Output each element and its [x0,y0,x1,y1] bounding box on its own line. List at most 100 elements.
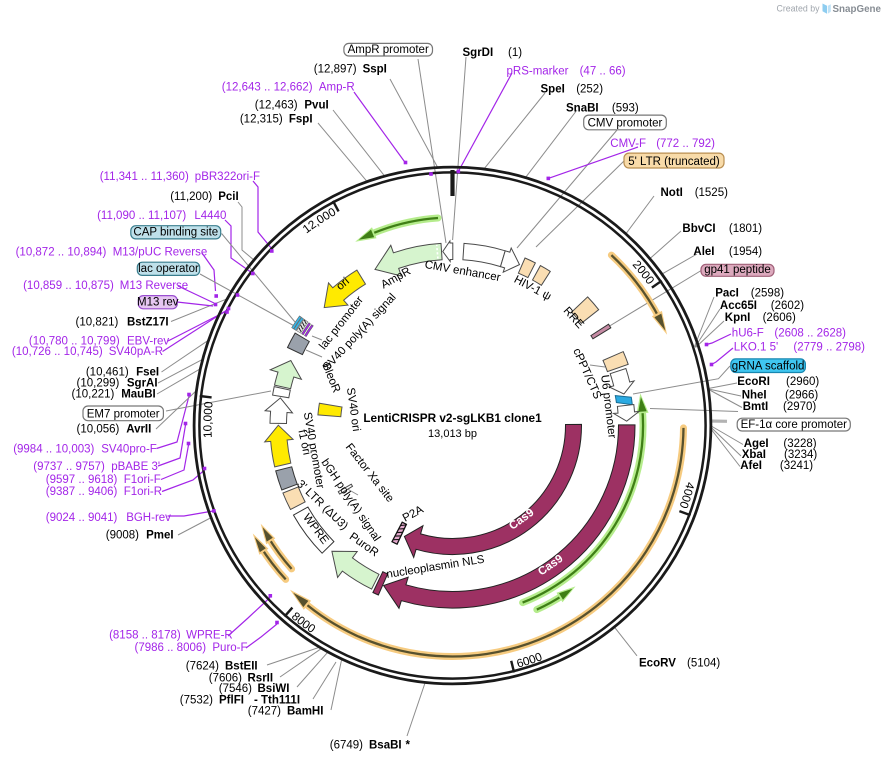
svg-text:(11,090 .. 11,107): (11,090 .. 11,107) [97,210,186,222]
svg-text:5' LTR (truncated): 5' LTR (truncated) [628,156,720,168]
svg-text:AvrII: AvrII [126,424,151,436]
svg-text:(2602): (2602) [771,300,804,312]
svg-text:L4440: L4440 [194,210,226,222]
svg-text:CMV-F: CMV-F [610,138,646,150]
svg-text:NheI: NheI [742,389,767,401]
svg-text:(10,056): (10,056) [77,424,120,436]
svg-text:(47 .. 66): (47 .. 66) [580,66,626,78]
svg-text:13,013 bp: 13,013 bp [428,428,477,440]
svg-text:(12,463): (12,463) [255,100,298,112]
svg-text:(2966): (2966) [785,389,818,401]
svg-text:lac operator: lac operator [138,263,199,275]
svg-text:(7546): (7546) [219,683,252,695]
svg-text:SspI: SspI [363,64,387,76]
svg-text:NotI: NotI [661,187,683,199]
svg-text:(7624): (7624) [186,661,219,673]
svg-text:(9984 .. 10,003): (9984 .. 10,003) [13,444,94,456]
svg-text:(11,200): (11,200) [170,191,212,203]
svg-text:WPRE-R: WPRE-R [186,630,233,642]
svg-text:(2606): (2606) [763,312,796,324]
svg-text:F1ori-F: F1ori-F [124,474,161,486]
svg-text:Created by: Created by [776,4,820,14]
svg-text:EM7 promoter: EM7 promoter [87,409,160,421]
svg-text:EcoRI: EcoRI [737,376,770,388]
svg-text:(1): (1) [508,47,522,59]
svg-text:(12,643 .. 12,662): (12,643 .. 12,662) [222,81,313,93]
svg-text:gp41 peptide: gp41 peptide [704,264,771,276]
svg-text:AmpR promoter: AmpR promoter [348,44,429,56]
svg-text:(10,726 .. 10,745): (10,726 .. 10,745) [12,346,103,358]
svg-text:*: * [406,740,411,752]
svg-text:pRS-marker: pRS-marker [507,66,569,78]
svg-text:(2779 .. 2798): (2779 .. 2798) [793,342,865,354]
svg-text:(1954): (1954) [729,246,762,258]
svg-text:Amp-R: Amp-R [319,81,355,93]
svg-text:AleI: AleI [693,246,714,258]
svg-text:(10,221): (10,221) [72,389,115,401]
svg-text:pBR322ori-F: pBR322ori-F [195,171,260,183]
svg-text:(9597 .. 9618): (9597 .. 9618) [46,474,118,486]
svg-text:hU6-F: hU6-F [732,328,764,340]
svg-text:(772 .. 792): (772 .. 792) [656,138,715,150]
svg-text:Acc65I: Acc65I [720,300,757,312]
svg-text:MauBI: MauBI [121,389,156,401]
svg-text:BstEII: BstEII [225,661,258,673]
svg-text:PmeI: PmeI [146,530,174,542]
svg-text:BGH-rev: BGH-rev [126,512,171,524]
svg-text:(2598): (2598) [751,288,784,300]
svg-text:PflFI: PflFI [219,695,244,707]
svg-text:F1ori-R: F1ori-R [124,486,162,498]
svg-text:(7427): (7427) [248,706,281,718]
svg-text:AgeI: AgeI [744,438,769,450]
svg-text:(10,859 .. 10,875): (10,859 .. 10,875) [23,280,114,292]
svg-text:(252): (252) [576,83,603,95]
svg-text:BbvCI: BbvCI [682,223,715,235]
svg-text:(8158 .. 8178): (8158 .. 8178) [109,630,181,642]
svg-text:BamHI: BamHI [287,706,323,718]
svg-text:BsiWI: BsiWI [258,683,290,695]
svg-text:SV40pA-R: SV40pA-R [109,346,163,358]
svg-text:(3228): (3228) [783,438,816,450]
svg-text:BstZ17I: BstZ17I [127,316,169,328]
svg-text:BmtI: BmtI [743,401,769,413]
svg-text:(7532): (7532) [180,695,213,707]
svg-text:(9024 .. 9041): (9024 .. 9041) [46,512,118,524]
svg-text:(2970): (2970) [783,401,816,413]
svg-text:BsaBI: BsaBI [369,740,402,752]
svg-text:SnapGene: SnapGene [833,4,881,15]
svg-text:(593): (593) [612,102,639,114]
svg-text:(12,897): (12,897) [314,64,357,76]
svg-text:FspI: FspI [289,113,313,125]
svg-text:AfeI: AfeI [740,460,762,472]
svg-text:M13 rev: M13 rev [137,297,179,309]
svg-text:(2960): (2960) [786,376,819,388]
svg-text:SgrAI: SgrAI [127,377,158,389]
svg-text:CMV promoter: CMV promoter [588,118,663,130]
svg-text:KpnI: KpnI [725,312,751,324]
svg-text:EF-1α core promoter: EF-1α core promoter [741,419,848,431]
svg-text:(10,821): (10,821) [76,316,119,328]
svg-text:Puro-F: Puro-F [212,642,247,654]
svg-text:LentiCRISPR v2-sgLKB1 clone1: LentiCRISPR v2-sgLKB1 clone1 [363,411,542,425]
svg-text:SpeI: SpeI [541,83,565,95]
svg-text:pBABE 3': pBABE 3' [111,461,160,473]
svg-text:(11,341 .. 11,360): (11,341 .. 11,360) [100,171,189,183]
svg-text:(7986 .. 8006): (7986 .. 8006) [134,642,206,654]
svg-text:(1801): (1801) [729,223,762,235]
svg-text:(2608 .. 2628): (2608 .. 2628) [774,328,846,340]
svg-text:(10,872 .. 10,894): (10,872 .. 10,894) [16,247,107,259]
svg-text:SgrDI: SgrDI [463,47,494,59]
svg-text:PacI: PacI [715,288,739,300]
svg-text:10,000: 10,000 [200,400,215,438]
svg-text:(6749): (6749) [330,740,363,752]
svg-text:(1525): (1525) [695,187,728,199]
svg-text:gRNA scaffold: gRNA scaffold [732,360,805,372]
svg-text:CAP binding site: CAP binding site [133,227,218,239]
svg-text:(10,299): (10,299) [77,377,120,389]
svg-text:(5104): (5104) [687,657,720,669]
svg-text:PvuI: PvuI [304,100,328,112]
svg-text:(3241): (3241) [780,460,813,472]
svg-text:EcoRV: EcoRV [639,657,676,669]
svg-text:SV40pro-F: SV40pro-F [101,444,157,456]
svg-text:M13 Reverse: M13 Reverse [120,280,188,292]
